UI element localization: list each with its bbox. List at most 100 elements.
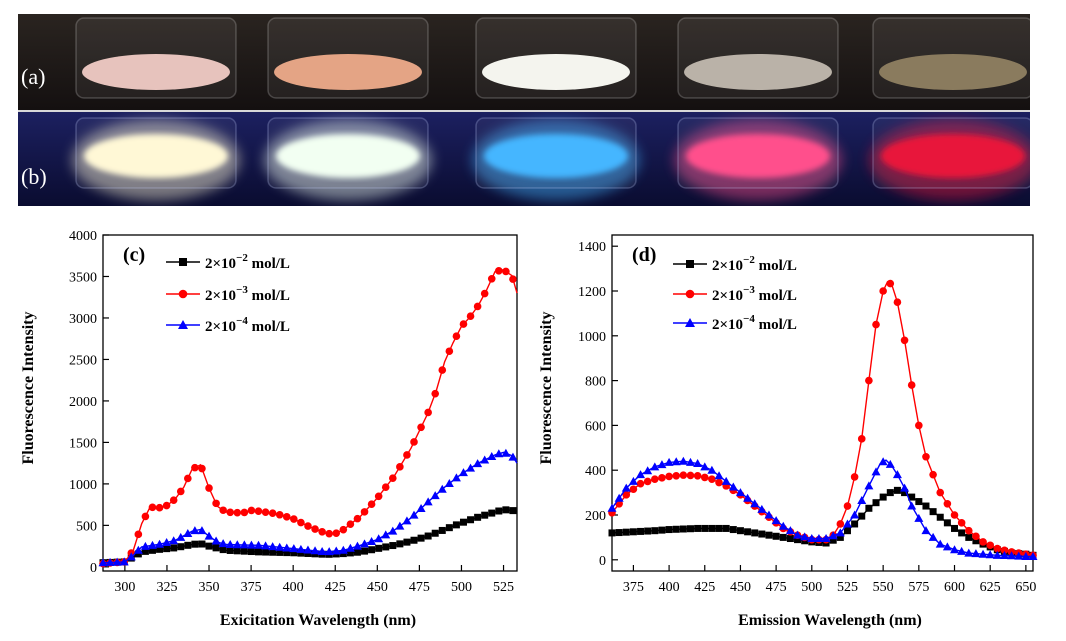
chart-c-legend-entry-2: 2×10−4 mol/L (205, 315, 290, 335)
chart-d-series-1-point-10 (679, 471, 688, 479)
chart-d-legend-unit-2: mol/L (755, 317, 797, 333)
chart-c-series-1-line (102, 269, 518, 565)
chart-d-series-0-point-49 (958, 529, 966, 537)
chart-d-panel-label: (d) (632, 244, 656, 266)
chart-d-series-2-point-6 (650, 462, 660, 471)
chart-d-series-1-point-12 (693, 472, 702, 480)
chart-d-series-2-point-57 (1014, 551, 1024, 560)
chart-c-series-2-point-26 (282, 543, 292, 552)
chart-c-series-2-point-57 (501, 448, 511, 457)
chart-d-legend-exp-2: −4 (743, 313, 755, 325)
chart-c-series-0-point-23 (262, 548, 270, 556)
chart-d-series-2-point-50 (964, 548, 974, 557)
chart-c-series-2-point-21 (246, 540, 256, 549)
chart-d-series-2-point-38 (878, 457, 888, 466)
chart-d-series-2-point-24 (778, 521, 788, 530)
chart-c-series-2-point-42 (395, 521, 405, 530)
chart-d-series-1-point-47 (943, 500, 952, 508)
chart-c-series-0-point-11 (177, 543, 185, 551)
chart-d-series-2-point-26 (793, 530, 803, 539)
chart-c-series-1-point-5 (134, 530, 143, 539)
chart-d-series-2-point-52 (978, 549, 988, 558)
chart-c-series-0-point-26 (283, 549, 291, 557)
chart-c-ylabel: Fluorescence Intensity (20, 311, 37, 464)
chart-c-series-2-point-32 (324, 547, 334, 556)
chart-c-series-0-point-40 (382, 543, 390, 551)
chart-c-series-0-point-16 (212, 544, 220, 552)
chart-d-series-1-point-3 (629, 485, 638, 494)
chart-d-series-0-point-9 (672, 525, 680, 533)
chart-d-series-1-point-13 (700, 473, 709, 482)
chart-d-series-2-point-41 (900, 483, 910, 492)
chart-d-series-2-point-29 (814, 534, 824, 543)
chart-c-series-2-point-3 (119, 557, 129, 566)
chart-d-legend-marker-2 (685, 318, 695, 327)
sample-photo-panel: (a) (b) (18, 14, 1037, 206)
chart-d-series-2-point-13 (700, 462, 710, 471)
chart-d-series-2-point-15 (714, 471, 724, 480)
chart-d-series-1-point-53 (986, 541, 994, 550)
chart-d-series-0-point-14 (708, 524, 716, 532)
chart-c-legend-exp-0: −2 (236, 252, 248, 264)
chart-d-plot-frame (611, 234, 1034, 572)
chart-c-series-2-point-52 (466, 463, 476, 472)
chart-d-series-2-point-27 (800, 532, 810, 541)
chart-c-legend: 2×10−2 mol/L 2×10−3 mol/L 2×10−4 mol/L (166, 252, 290, 335)
chart-c-xlabel: Exicitation Wavelength (nm) (220, 612, 416, 629)
chart-d-series-2-point-36 (864, 481, 874, 490)
chart-d-series-2-point-17 (728, 482, 738, 491)
chart-c-series-0-point-45 (417, 534, 425, 542)
chart-d-series-2-point-10 (678, 456, 688, 465)
chart-c-series-2-point-2 (112, 557, 122, 566)
vial-a-4-powder (684, 54, 832, 90)
chart-c-series-2-point-10 (169, 536, 179, 545)
chart-c-series-1-point-33 (332, 529, 341, 537)
chart-c-series-1-point-58 (509, 275, 517, 283)
chart-c-series-2-point-18 (225, 540, 235, 549)
chart-d-series-0-point-31 (829, 536, 837, 544)
chart-c-ytick-label-4: 2000 (69, 395, 97, 410)
chart-c-series-0-point-5 (134, 550, 142, 558)
chart-c-series-2-point-9 (162, 537, 172, 546)
vial-a-1-powder (82, 54, 230, 90)
chart-c-series-2-point-35 (345, 543, 355, 552)
chart-c-plot-frame (102, 234, 518, 572)
chart-c-ytick-label-5: 2500 (69, 353, 97, 368)
vial-b-5-powder (881, 134, 1025, 178)
chart-c-series-2-point-0 (98, 558, 108, 567)
chart-c-series-1-point-32 (325, 529, 333, 538)
chart-d-series-0-point-32 (836, 533, 844, 541)
chart-d-legend-unit-1: mol/L (755, 288, 797, 304)
chart-d-series-2-point-9 (671, 457, 681, 466)
chart-c-series-0-point-58 (509, 507, 517, 515)
chart-c-series-2-point-6 (140, 541, 150, 550)
chart-d-ytick-label-2: 400 (585, 464, 606, 479)
chart-d-series-2-point-56 (1007, 551, 1017, 560)
chart-d-series-2-point-35 (857, 495, 867, 504)
chart-c-series-1-point-12 (184, 474, 192, 483)
chart-d-series-0-point-25 (786, 535, 794, 543)
chart-c-series-0-point-18 (226, 546, 234, 554)
chart-d-series-0-point-41 (901, 489, 909, 497)
chart-c-ytick-label-6: 3000 (69, 312, 97, 327)
chart-d-series-2-point-28 (807, 534, 817, 543)
chart-c-series-1-point-44 (410, 438, 418, 446)
chart-c-ytick-label-3: 1500 (69, 436, 97, 451)
chart-d-series-1-point-15 (715, 478, 723, 487)
chart-c-series-2-point-43 (402, 516, 412, 525)
chart-d-series-1-point-37 (872, 320, 880, 329)
chart-c-series-0-point-19 (233, 547, 241, 555)
chart-d-series-0-point-50 (965, 533, 973, 541)
chart-c-series-2-point-55 (487, 452, 497, 461)
row-divider (18, 110, 1030, 112)
chart-c-xtick-label-3: 375 (241, 580, 262, 595)
chart-c-xtick-label-5: 425 (325, 580, 346, 595)
chart-d-xtick-label-6: 525 (837, 580, 858, 595)
chart-c-series-2-point-38 (367, 536, 377, 545)
vial-a-3-powder (482, 54, 630, 90)
chart-d-series-0-point-48 (951, 524, 959, 532)
chart-c-series-1-point-8 (155, 503, 164, 512)
chart-c-series-0-point-22 (255, 548, 263, 556)
chart-d-series-0-point-20 (751, 529, 759, 537)
chart-d-ytick-label-6: 1200 (578, 285, 606, 300)
